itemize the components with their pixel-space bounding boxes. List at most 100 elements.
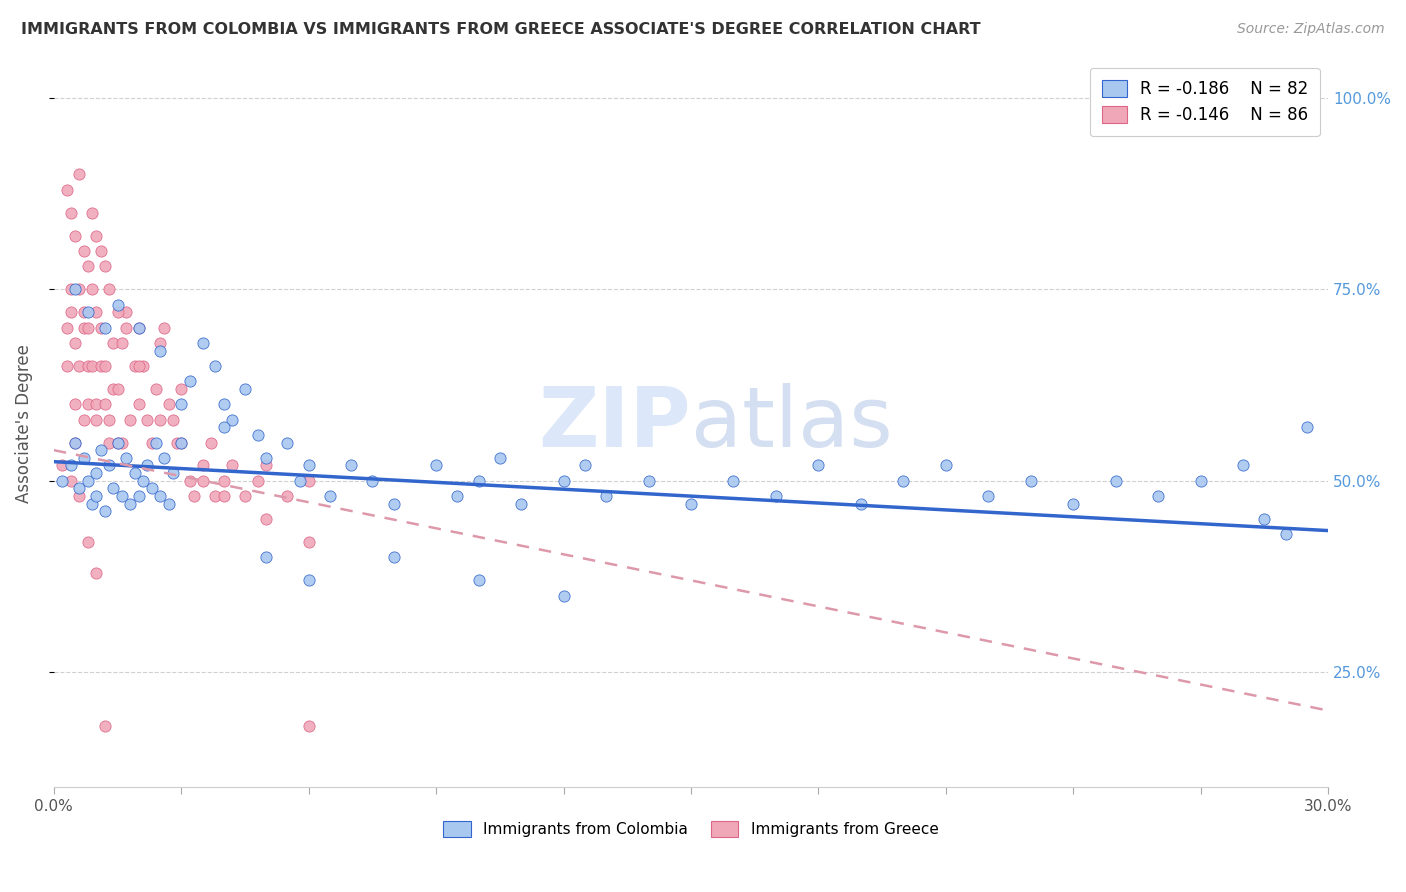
Point bbox=[67, 482, 90, 496]
Point bbox=[149, 412, 172, 426]
Point bbox=[128, 359, 150, 373]
Point bbox=[55, 320, 77, 334]
Point bbox=[76, 359, 98, 373]
Point bbox=[124, 359, 146, 373]
Point bbox=[276, 489, 298, 503]
Point bbox=[80, 206, 103, 220]
Point bbox=[72, 305, 94, 319]
Point bbox=[298, 458, 321, 473]
Point bbox=[179, 474, 201, 488]
Point bbox=[553, 474, 575, 488]
Point bbox=[382, 550, 405, 565]
Point bbox=[191, 335, 214, 350]
Point bbox=[107, 305, 129, 319]
Point bbox=[170, 382, 193, 396]
Point bbox=[103, 382, 125, 396]
Point bbox=[893, 474, 915, 488]
Point bbox=[132, 474, 155, 488]
Point bbox=[120, 497, 142, 511]
Point bbox=[807, 458, 830, 473]
Point bbox=[72, 412, 94, 426]
Point bbox=[467, 574, 489, 588]
Point bbox=[84, 397, 107, 411]
Point bbox=[574, 458, 596, 473]
Point bbox=[446, 489, 468, 503]
Point bbox=[298, 574, 321, 588]
Point bbox=[637, 474, 659, 488]
Point bbox=[319, 489, 342, 503]
Point bbox=[72, 320, 94, 334]
Point bbox=[63, 282, 86, 296]
Point bbox=[149, 343, 172, 358]
Point bbox=[76, 397, 98, 411]
Point bbox=[212, 489, 235, 503]
Text: Source: ZipAtlas.com: Source: ZipAtlas.com bbox=[1237, 22, 1385, 37]
Point bbox=[67, 282, 90, 296]
Point bbox=[94, 359, 117, 373]
Point bbox=[98, 282, 121, 296]
Point bbox=[149, 489, 172, 503]
Point bbox=[128, 320, 150, 334]
Point bbox=[1019, 474, 1042, 488]
Point bbox=[98, 458, 121, 473]
Point bbox=[80, 282, 103, 296]
Point bbox=[51, 458, 73, 473]
Point bbox=[84, 566, 107, 580]
Point bbox=[90, 320, 112, 334]
Point bbox=[298, 474, 321, 488]
Point bbox=[94, 504, 117, 518]
Point bbox=[170, 397, 193, 411]
Point bbox=[94, 260, 117, 274]
Point bbox=[723, 474, 745, 488]
Point bbox=[80, 359, 103, 373]
Point bbox=[59, 474, 82, 488]
Point bbox=[67, 359, 90, 373]
Point bbox=[765, 489, 787, 503]
Point bbox=[170, 435, 193, 450]
Point bbox=[382, 497, 405, 511]
Point bbox=[94, 397, 117, 411]
Point bbox=[221, 458, 243, 473]
Point bbox=[103, 335, 125, 350]
Point bbox=[67, 489, 90, 503]
Point bbox=[90, 359, 112, 373]
Text: atlas: atlas bbox=[690, 383, 893, 464]
Point bbox=[98, 435, 121, 450]
Point bbox=[212, 397, 235, 411]
Point bbox=[191, 458, 214, 473]
Point bbox=[115, 450, 138, 465]
Point bbox=[1296, 420, 1319, 434]
Point bbox=[90, 443, 112, 458]
Point bbox=[1253, 512, 1275, 526]
Point bbox=[120, 412, 142, 426]
Point bbox=[59, 206, 82, 220]
Text: IMMIGRANTS FROM COLOMBIA VS IMMIGRANTS FROM GREECE ASSOCIATE'S DEGREE CORRELATIO: IMMIGRANTS FROM COLOMBIA VS IMMIGRANTS F… bbox=[21, 22, 981, 37]
Point bbox=[1105, 474, 1128, 488]
Point bbox=[76, 305, 98, 319]
Point bbox=[132, 359, 155, 373]
Point bbox=[72, 450, 94, 465]
Point bbox=[679, 497, 702, 511]
Point bbox=[90, 244, 112, 258]
Y-axis label: Associate's Degree: Associate's Degree bbox=[15, 344, 32, 503]
Point bbox=[84, 305, 107, 319]
Point bbox=[124, 466, 146, 480]
Point bbox=[111, 435, 134, 450]
Point bbox=[254, 450, 277, 465]
Point bbox=[467, 474, 489, 488]
Point bbox=[63, 335, 86, 350]
Point bbox=[128, 489, 150, 503]
Point bbox=[94, 719, 117, 733]
Point bbox=[115, 320, 138, 334]
Point bbox=[149, 335, 172, 350]
Point bbox=[76, 260, 98, 274]
Point bbox=[55, 359, 77, 373]
Point bbox=[166, 435, 188, 450]
Point bbox=[98, 412, 121, 426]
Point bbox=[107, 382, 129, 396]
Point bbox=[361, 474, 384, 488]
Point bbox=[103, 482, 125, 496]
Point bbox=[63, 435, 86, 450]
Point bbox=[145, 435, 167, 450]
Point bbox=[1232, 458, 1254, 473]
